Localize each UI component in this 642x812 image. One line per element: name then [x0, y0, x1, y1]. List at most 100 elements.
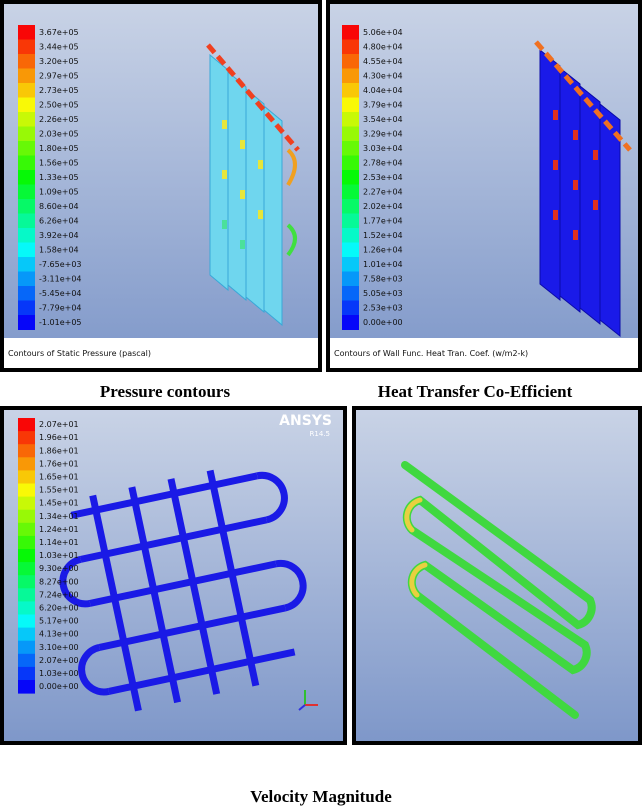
legend-swatch	[18, 184, 35, 200]
legend-label: 7.58e+03	[363, 274, 403, 283]
legend-label: 2.78e+04	[363, 158, 403, 167]
legend-swatch	[18, 25, 35, 40]
legend-swatch	[18, 666, 35, 681]
panel-velocity	[0, 406, 347, 745]
legend-label: 3.67e+05	[39, 28, 79, 37]
legend-label: 1.33e+05	[39, 173, 79, 182]
legend-label: 2.02e+04	[363, 202, 403, 211]
legend-swatch	[342, 199, 359, 214]
legend-swatch	[18, 97, 35, 113]
legend-swatch	[342, 83, 359, 98]
legend-swatch	[18, 470, 35, 484]
legend-label: -1.01e+05	[39, 318, 82, 327]
legend-label: 3.20e+05	[39, 57, 79, 66]
legend-swatch	[18, 54, 35, 69]
grid-velocity	[59, 469, 307, 712]
legend-label: 1.14e+01	[39, 538, 79, 547]
legend-label: 1.26e+04	[363, 245, 403, 254]
legend-label: 4.30e+04	[363, 71, 403, 80]
logo-version: R14.5	[310, 430, 330, 438]
legend-label: 1.96e+01	[39, 433, 79, 442]
legend-swatch	[18, 126, 35, 142]
legend-label: 3.03e+04	[363, 144, 403, 153]
legend-swatch	[18, 315, 35, 330]
legend-label: 8.27e+00	[39, 577, 79, 586]
legend-swatch	[342, 184, 359, 200]
legend-swatch	[342, 141, 359, 156]
legend-swatch	[18, 601, 35, 615]
legend-swatch	[18, 141, 35, 156]
plates-heat	[534, 40, 632, 338]
legend-swatch	[18, 575, 35, 589]
legend-swatch	[18, 588, 35, 602]
tube	[401, 461, 596, 719]
legend-label: 2.07e+01	[39, 420, 79, 429]
legend-label: 2.53e+04	[363, 173, 403, 182]
caption: Velocity Magnitude	[250, 787, 392, 806]
legend-label: 1.24e+01	[39, 525, 79, 534]
legend-swatch	[342, 242, 359, 258]
legend-label: 3.92e+04	[39, 231, 79, 240]
logo-brand: ANSYS	[279, 413, 332, 429]
legend-label: 1.56e+05	[39, 158, 79, 167]
legend-label: 1.77e+04	[363, 216, 403, 225]
legend-swatch	[18, 271, 35, 287]
legend-swatch	[342, 315, 359, 330]
legend-swatch	[342, 155, 359, 171]
legend-swatch	[18, 483, 35, 498]
legend-swatch	[342, 271, 359, 287]
legend-label: 1.03e+00	[39, 669, 79, 678]
legend-label: 3.44e+05	[39, 42, 79, 51]
legend-label: 1.55e+01	[39, 486, 79, 495]
legend-label: 5.17e+00	[39, 617, 79, 626]
legend-swatch	[18, 535, 35, 550]
legend-label: 1.58e+04	[39, 245, 79, 254]
legend-swatch	[342, 97, 359, 113]
legend-label: 1.01e+04	[363, 260, 403, 269]
legend-swatch	[18, 213, 35, 229]
legend-label: 0.00e+00	[363, 318, 403, 327]
legend-label: 6.26e+04	[39, 216, 79, 225]
legend-label: 4.13e+00	[39, 630, 79, 639]
legend-label: 5.05e+03	[363, 289, 403, 298]
legend-label: 1.65e+01	[39, 472, 79, 481]
legend-label: 2.97e+05	[39, 71, 79, 80]
legend-swatch	[342, 228, 359, 243]
legend-swatch	[18, 242, 35, 258]
legend-label: 6.20e+00	[39, 603, 79, 612]
legend-swatch	[18, 257, 35, 272]
legend-label: -7.79e+04	[39, 303, 82, 312]
legend-label: -5.45e+04	[39, 289, 82, 298]
legend-swatch	[18, 640, 35, 655]
legend-swatch	[342, 213, 359, 229]
caption: Pressure contours	[100, 382, 231, 401]
legend-swatch	[342, 170, 359, 185]
footer-text: Contours of Static Pressure (pascal)	[8, 349, 151, 358]
legend-swatch	[342, 112, 359, 127]
legend-swatch	[18, 199, 35, 214]
legend-swatch	[18, 627, 35, 642]
legend-label: 1.76e+01	[39, 459, 79, 468]
legend-label: 9.30e+00	[39, 564, 79, 573]
legend-label: 4.80e+04	[363, 42, 403, 51]
legend-swatch	[18, 39, 35, 55]
legend-swatch	[18, 418, 35, 432]
panel-tube	[352, 406, 642, 745]
legend-label: 4.55e+04	[363, 57, 403, 66]
legend-swatch	[18, 509, 35, 524]
legend-label: 2.26e+05	[39, 115, 79, 124]
legend-label: 1.45e+01	[39, 499, 79, 508]
legend-swatch	[342, 286, 359, 301]
legend-swatch	[18, 680, 35, 694]
legend-swatch	[342, 126, 359, 142]
legend-swatch	[342, 25, 359, 40]
caption: Heat Transfer Co-Efficient	[378, 382, 573, 401]
legend-label: 8.60e+04	[39, 202, 79, 211]
legend-swatch	[18, 562, 35, 576]
legend-swatch	[18, 286, 35, 301]
legend-swatch	[18, 68, 35, 84]
legend-label: -7.65e+03	[39, 260, 82, 269]
legend-label: 0.00e+00	[39, 682, 79, 691]
legend-swatch	[18, 614, 35, 629]
